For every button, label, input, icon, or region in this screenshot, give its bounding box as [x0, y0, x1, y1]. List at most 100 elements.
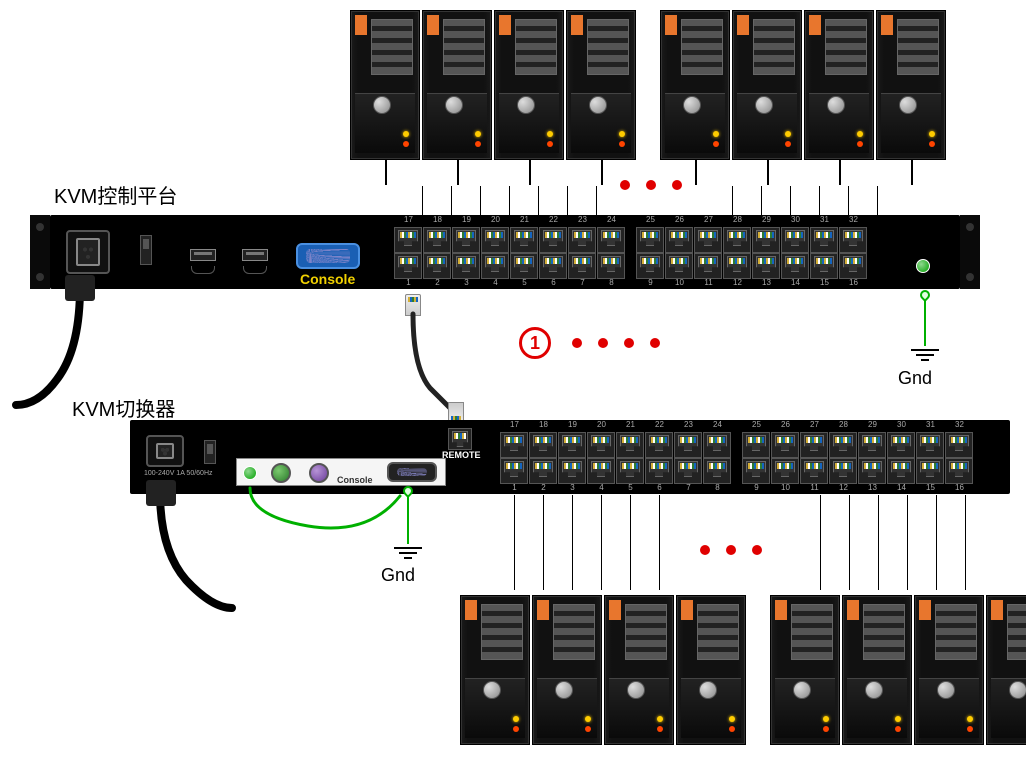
rocker-switch	[204, 440, 216, 464]
server-tower	[732, 10, 802, 160]
port-number: 15	[810, 278, 839, 287]
rj45-port	[587, 458, 615, 484]
port-number: 26	[665, 215, 694, 224]
port-number: 28	[829, 420, 858, 429]
dot	[572, 338, 582, 348]
port-number: 19	[558, 420, 587, 429]
rj45-port	[645, 432, 673, 458]
console-label: Console	[337, 475, 373, 485]
port-block-top	[394, 227, 867, 253]
port-number: 17	[394, 215, 423, 224]
port-number: 23	[568, 215, 597, 224]
ground-symbol	[910, 294, 940, 361]
conn-line	[849, 495, 850, 590]
dot	[650, 338, 660, 348]
console-label: Console	[300, 271, 355, 287]
port-number: 15	[916, 483, 945, 492]
rj45-port	[452, 227, 480, 253]
port-number: 27	[800, 420, 829, 429]
rack-kvm-console: Console 17181920212223242526272829303132…	[50, 215, 960, 289]
port-number: 9	[742, 483, 771, 492]
server-tower	[876, 10, 946, 160]
port-number: 14	[887, 483, 916, 492]
port-number: 8	[703, 483, 732, 492]
port-number: 2	[529, 483, 558, 492]
rj45-port	[810, 253, 838, 279]
rj45-port	[481, 253, 509, 279]
rj45-port	[752, 253, 780, 279]
port-number: 2	[423, 278, 452, 287]
rocker-switch	[140, 235, 152, 265]
port-number: 20	[587, 420, 616, 429]
port-number: 25	[636, 215, 665, 224]
remote-port	[448, 428, 472, 450]
port-number: 21	[616, 420, 645, 429]
server-tower	[566, 10, 636, 160]
rj45-port	[645, 458, 673, 484]
rj45-port	[510, 253, 538, 279]
rj45-port	[858, 432, 886, 458]
port-number: 12	[723, 278, 752, 287]
rj45-port	[674, 432, 702, 458]
rj45-port	[500, 458, 528, 484]
conn-line	[965, 495, 966, 590]
rj45-port	[510, 227, 538, 253]
port-number: 32	[839, 215, 868, 224]
rj45-port	[703, 458, 731, 484]
port-number: 13	[752, 278, 781, 287]
port-number: 3	[452, 278, 481, 287]
rj45-port	[771, 458, 799, 484]
console-panel: Console	[236, 458, 446, 486]
rj45-port	[781, 227, 809, 253]
server-group-top-left	[350, 10, 636, 160]
server-tower	[532, 595, 602, 745]
rj45-port	[839, 227, 867, 253]
port-number: 4	[587, 483, 616, 492]
label-kvm-console: KVM控制平台	[54, 180, 177, 209]
port-number: 7	[568, 278, 597, 287]
ground-screw	[243, 466, 257, 480]
gnd-label: Gnd	[898, 368, 932, 389]
port-number: 8	[597, 278, 626, 287]
port-number: 22	[539, 215, 568, 224]
server-group-bottom-left	[460, 595, 746, 745]
server-tower	[460, 595, 530, 745]
port-number: 28	[723, 215, 752, 224]
port-number: 14	[781, 278, 810, 287]
callout-number: 1	[530, 333, 540, 354]
rj45-port	[423, 253, 451, 279]
port-number: 7	[674, 483, 703, 492]
rj45-port	[800, 432, 828, 458]
server-tower	[770, 595, 840, 745]
rj45-port	[829, 432, 857, 458]
rj45-port	[500, 432, 528, 458]
gnd-label: Gnd	[381, 565, 415, 586]
port-number: 11	[694, 278, 723, 287]
server-tower	[986, 595, 1026, 745]
ground-wire	[248, 486, 408, 551]
rj45-port	[742, 458, 770, 484]
conn-line	[820, 495, 821, 590]
rj45-port	[481, 227, 509, 253]
port-number: 25	[742, 420, 771, 429]
rj45-port	[529, 458, 557, 484]
port-number: 13	[858, 483, 887, 492]
label-kvm-switch: KVM切换器	[72, 393, 175, 422]
server-tower	[494, 10, 564, 160]
power-spec-label: 100-240V 1A 50/60Hz	[144, 470, 213, 477]
server-tower	[804, 10, 874, 160]
rj45-port	[723, 253, 751, 279]
port-number: 30	[781, 215, 810, 224]
rj45-port	[423, 227, 451, 253]
vga-port	[387, 462, 437, 482]
port-number: 18	[529, 420, 558, 429]
rack-kvm-switch: 100-240V 1A 50/60Hz Console REMOTE 17181…	[130, 420, 1010, 494]
rj45-port	[703, 432, 731, 458]
port-number: 10	[665, 278, 694, 287]
port-number: 18	[423, 215, 452, 224]
server-tower	[660, 10, 730, 160]
rj45-port	[916, 458, 944, 484]
dot	[620, 180, 630, 190]
port-number: 4	[481, 278, 510, 287]
port-number: 5	[616, 483, 645, 492]
